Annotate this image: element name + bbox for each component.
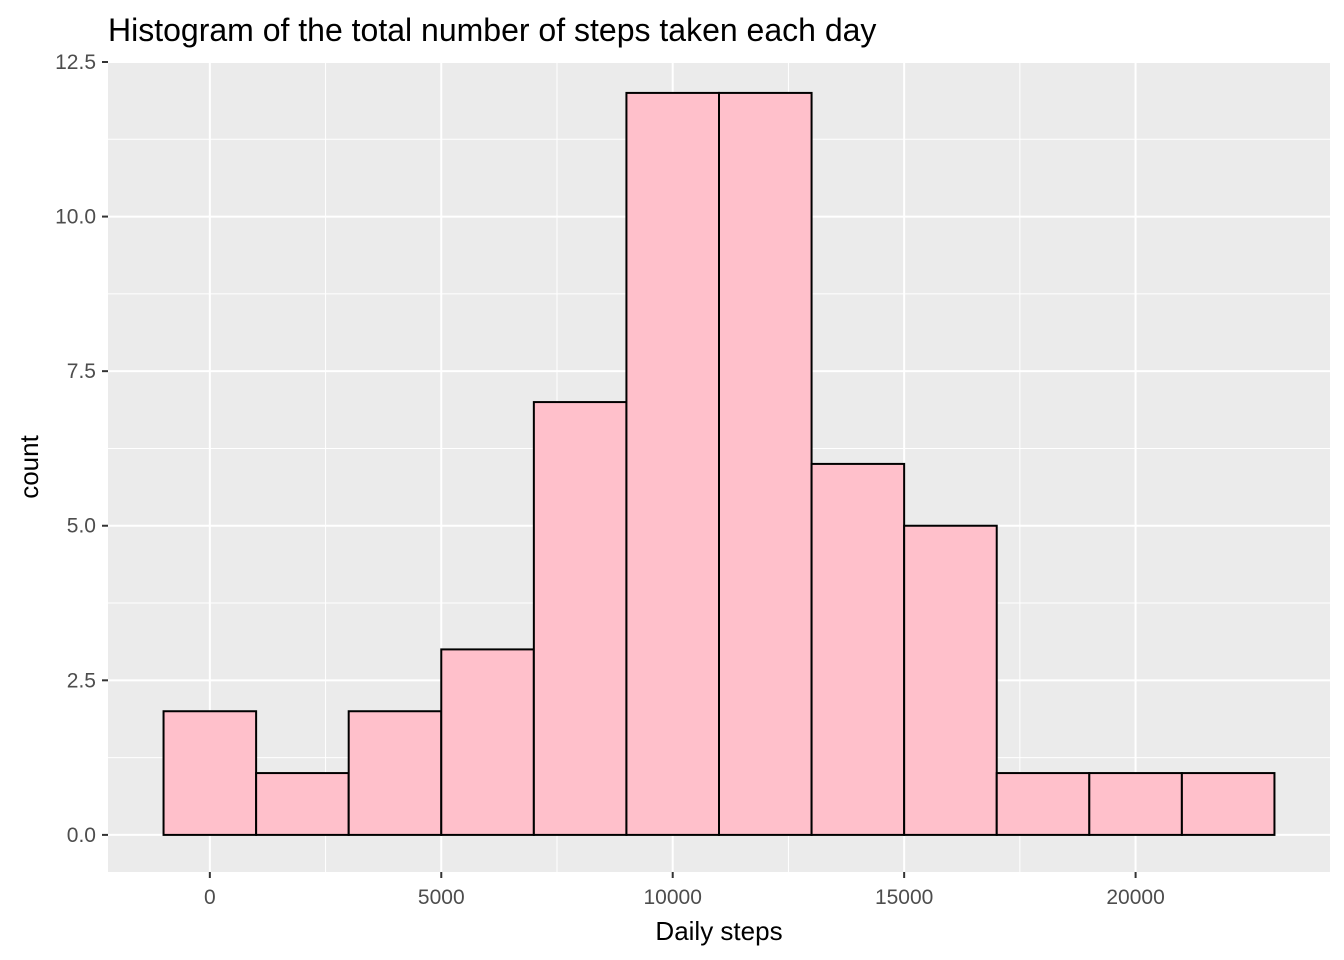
histogram-bar (440, 648, 535, 836)
x-tick-label: 10000 (644, 886, 702, 909)
histogram-bar (903, 524, 998, 836)
histogram-bars (162, 91, 1276, 836)
y-tick-label: 5.0 (67, 515, 96, 538)
y-tick-label: 10.0 (55, 206, 96, 229)
histogram-bar (162, 710, 258, 836)
histogram-bar (1088, 772, 1183, 836)
y-axis-ticks: 0.0 2.5 5.0 7.5 10.0 12.5 (55, 51, 108, 847)
histogram-bar (532, 401, 628, 836)
histogram-bar (1180, 772, 1276, 836)
x-tick-label: 0 (204, 886, 216, 909)
histogram-bar (718, 91, 813, 836)
y-tick-label: 2.5 (67, 669, 96, 692)
y-tick-label: 12.5 (55, 51, 96, 74)
x-tick-label: 20000 (1106, 886, 1164, 909)
x-axis-ticks: 0 5000 10000 15000 20000 (204, 872, 1165, 909)
histogram-bar (995, 772, 1091, 836)
histogram-bar (810, 462, 906, 836)
histogram-bar (625, 91, 721, 836)
histogram-bar (347, 710, 443, 836)
y-tick-label: 7.5 (67, 360, 96, 383)
chart-title: Histogram of the total number of steps t… (108, 12, 876, 48)
y-axis-title: count (14, 434, 44, 498)
y-tick-label: 0.0 (67, 824, 96, 847)
x-axis-title: Daily steps (655, 916, 782, 946)
x-tick-label: 5000 (418, 886, 465, 909)
histogram-bar (255, 772, 350, 836)
x-tick-label: 15000 (875, 886, 933, 909)
